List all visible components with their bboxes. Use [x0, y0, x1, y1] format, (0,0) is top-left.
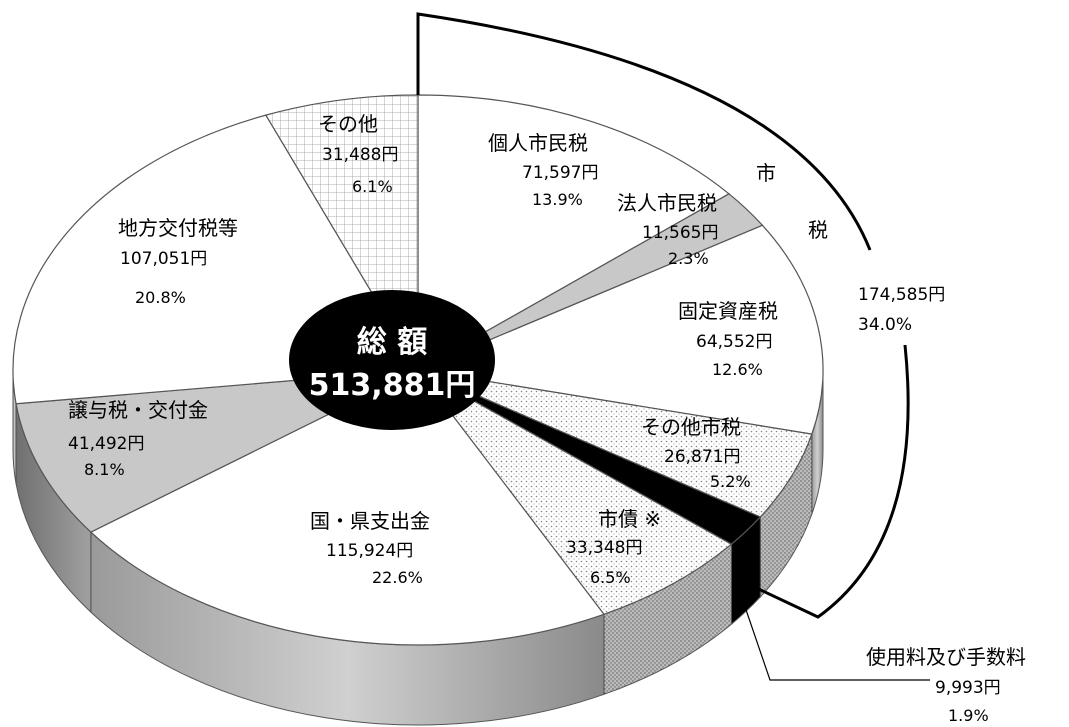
slice-label-name-3: その他市税: [641, 415, 741, 439]
slice-label-name-6: 国・県支出金: [310, 509, 430, 533]
slice-label-percent-4: 1.9%: [948, 706, 989, 725]
slice-label-name-9: その他: [318, 112, 378, 136]
group-label-2: 税: [808, 218, 828, 242]
center-total-ellipse: [289, 290, 495, 430]
group-amount: 174,585円: [858, 285, 945, 305]
slice---7: [15, 369, 419, 533]
slice---5: [417, 369, 733, 616]
slice-label-amount-0: 71,597円: [522, 163, 598, 183]
slice-label-name-1: 法人市民税: [617, 191, 717, 215]
slice-label-amount-8: 107,051円: [120, 249, 207, 269]
slice-label-percent-2: 12.6%: [712, 360, 763, 379]
slice-label-percent-0: 13.9%: [532, 190, 583, 209]
slice-label-percent-9: 6.1%: [352, 177, 393, 196]
slice---6: [89, 369, 605, 646]
slice-label-name-0: 個人市民税: [488, 131, 588, 155]
slice-label-name-4: 使用料及び手数料: [866, 645, 1026, 669]
group-bracket: [416, 12, 910, 619]
slice-label-amount-2: 64,552円: [696, 332, 772, 352]
slice-label-percent-3: 5.2%: [710, 472, 751, 491]
slice-label-name-7: 譲与税・交付金: [68, 398, 208, 422]
slice-label-amount-9: 31,488円: [322, 145, 398, 165]
slice-labels: 個人市民税 71,597円 13.9% 法人市民税 11,565円 2.3% 固定資産税 64…: [68, 112, 1026, 725]
slice-label-percent-6: 22.6%: [372, 568, 423, 587]
group-percent: 34.0%: [858, 315, 912, 335]
center-label: 総 額: [357, 325, 427, 360]
slice-label-name-8: 地方交付税等: [118, 216, 238, 240]
slice-label-percent-8: 20.8%: [135, 288, 186, 307]
slice-label-percent-7: 8.1%: [84, 460, 125, 479]
slice-label-percent-5: 6.5%: [590, 568, 631, 587]
slice---2: [415, 224, 824, 435]
slice-label-name-5: 市債 ※: [598, 507, 661, 531]
pie-sides: [12, 369, 824, 726]
leader-line: [741, 597, 930, 681]
slice-label-amount-6: 115,924円: [326, 541, 413, 561]
slice-label-amount-3: 26,871円: [664, 447, 740, 467]
slice-label-amount-7: 41,492円: [68, 434, 144, 454]
center-value: 513,881円: [309, 368, 476, 403]
slice-label-name-2: 固定資産税: [678, 299, 778, 323]
slice-label-amount-5: 33,348円: [566, 538, 642, 558]
slice-label-percent-1: 2.3%: [668, 249, 709, 268]
slice-label-amount-4: 9,993円: [935, 678, 1001, 698]
group-label-1: 市: [756, 161, 776, 185]
slice---0: [417, 94, 731, 372]
slice-label-amount-1: 11,565円: [642, 223, 718, 243]
